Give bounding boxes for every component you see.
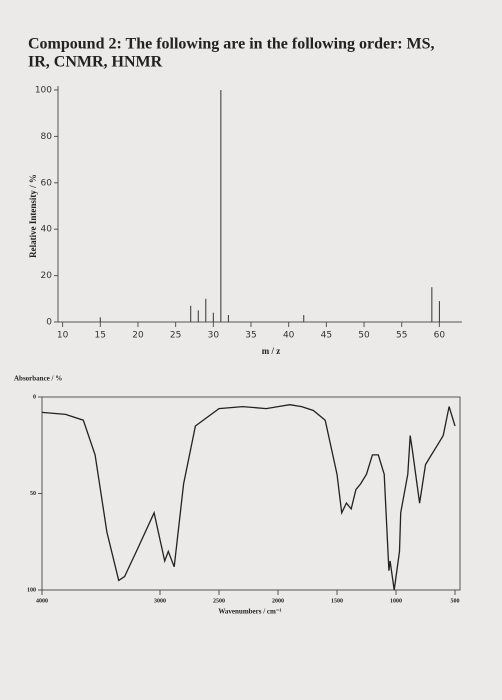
y-tick-label: 20 (41, 271, 53, 281)
y-tick-label: 0 (33, 394, 36, 400)
y-tick-label: 0 (46, 318, 52, 328)
heading-line: Compound 2: The following are in the fol… (28, 36, 435, 53)
x-tick-label: 4000 (36, 598, 48, 604)
x-tick-label: 2500 (213, 598, 225, 604)
x-tick-label: 10 (57, 331, 69, 341)
x-tick-label: 30 (208, 331, 220, 341)
x-tick-label: 60 (434, 331, 446, 341)
plot-frame (41, 396, 461, 591)
y-axis-label: Absorbance / % (14, 375, 62, 383)
x-axis-label: m / z (262, 346, 281, 356)
x-tick-label: 55 (396, 331, 407, 341)
spectrum-line (41, 404, 456, 591)
y-tick-label: 60 (41, 178, 53, 188)
x-tick-label: 2000 (272, 598, 284, 604)
x-tick-label: 25 (170, 331, 181, 341)
y-tick-label: 100 (35, 86, 52, 96)
x-axis-label: Wavenumbers / cm⁻¹ (218, 608, 281, 616)
x-tick-label: 40 (283, 331, 295, 341)
y-tick-label: 80 (41, 132, 53, 142)
x-tick-label: 3000 (154, 598, 166, 604)
y-axis-label: Relative Intensity / % (28, 174, 38, 258)
x-tick-label: 500 (451, 598, 460, 604)
x-tick-label: 15 (95, 331, 106, 341)
x-tick-label: 20 (132, 331, 144, 341)
y-tick-label: 40 (41, 225, 53, 235)
heading-line: IR, CNMR, HNMR (28, 54, 163, 71)
x-tick-label: 45 (321, 331, 332, 341)
y-tick-label: 100 (27, 587, 36, 593)
x-tick-label: 35 (245, 331, 256, 341)
y-tick-label: 50 (30, 491, 36, 497)
x-tick-label: 1500 (331, 598, 343, 604)
x-tick-label: 1000 (390, 598, 402, 604)
x-tick-label: 50 (358, 331, 370, 341)
